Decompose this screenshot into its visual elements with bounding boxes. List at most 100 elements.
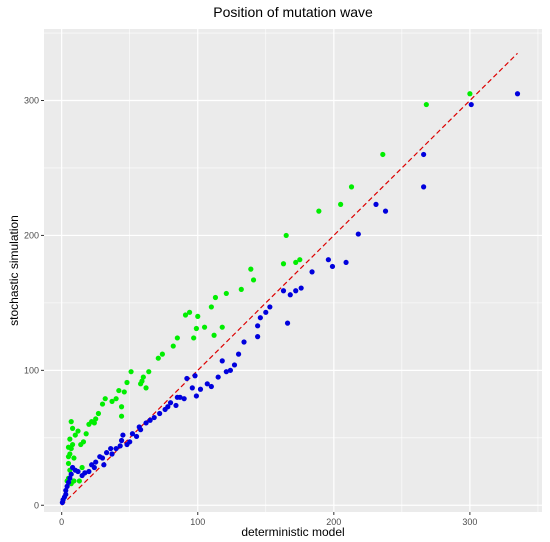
data-point-series-1: [201, 324, 208, 330]
data-point-series-1: [186, 309, 193, 315]
data-point-series-2: [325, 257, 331, 263]
data-point-series-2: [101, 462, 107, 468]
data-point-series-2: [63, 487, 69, 494]
data-point-series-1: [155, 355, 161, 361]
data-point-series-1: [128, 369, 134, 375]
data-point-series-1: [238, 286, 244, 292]
data-point-series-2: [103, 450, 110, 456]
x-tick-label: 0: [59, 517, 64, 527]
data-point-series-2: [157, 410, 163, 417]
y-tick-label: 100: [24, 365, 39, 375]
data-point-series-2: [68, 471, 74, 477]
data-point-series-2: [284, 320, 291, 326]
data-point-series-2: [151, 414, 157, 421]
y-tick-label: 300: [24, 96, 39, 106]
data-point-series-2: [184, 375, 190, 382]
data-point-series-1: [71, 478, 77, 484]
data-point-series-2: [120, 432, 126, 438]
data-point-series-1: [212, 294, 219, 301]
data-point-series-1: [280, 261, 287, 267]
data-point-series-2: [143, 420, 149, 426]
data-point-series-2: [136, 424, 142, 430]
data-point-series-1: [118, 404, 125, 410]
data-point-series-1: [348, 184, 355, 190]
data-point-series-2: [69, 464, 76, 471]
data-point-series-1: [467, 91, 473, 97]
data-point-series-1: [78, 441, 84, 448]
data-point-series-2: [267, 304, 273, 310]
data-point-series-2: [181, 396, 187, 402]
data-point-series-1: [83, 431, 89, 437]
data-point-series-2: [189, 385, 195, 391]
data-point-series-2: [97, 454, 103, 460]
data-point-series-2: [86, 468, 92, 475]
data-point-series-1: [79, 464, 85, 471]
data-point-series-1: [75, 428, 81, 434]
data-point-series-1: [68, 419, 74, 425]
x-axis-label: deterministic model: [241, 525, 344, 539]
data-point-series-2: [108, 445, 114, 452]
data-point-series-1: [95, 410, 102, 417]
data-point-series-2: [421, 151, 427, 158]
data-point-series-2: [329, 263, 336, 270]
data-point-series-2: [64, 483, 70, 489]
data-point-series-2: [219, 358, 225, 364]
data-point-series-1: [338, 201, 344, 207]
data-point-series-1: [102, 396, 108, 402]
data-point-series-1: [159, 351, 165, 357]
data-point-series-2: [355, 231, 361, 237]
data-point-series-2: [118, 437, 125, 444]
data-point-series-2: [257, 315, 263, 321]
data-point-series-1: [139, 378, 145, 384]
data-point-series-2: [255, 323, 261, 329]
x-tick-label: 300: [462, 517, 477, 527]
data-point-series-2: [197, 386, 204, 392]
axis-ticks: 0 100 200 300 0 100 200 300: [24, 96, 477, 527]
data-point-series-1: [143, 385, 149, 391]
data-point-series-2: [382, 208, 389, 214]
data-point-series-2: [162, 406, 168, 413]
data-point-series-2: [241, 339, 247, 345]
data-point-series-1: [124, 379, 130, 386]
data-point-series-2: [91, 464, 97, 471]
data-point-series-1: [195, 313, 201, 319]
data-point-series-1: [193, 325, 199, 332]
data-point-series-2: [298, 285, 304, 291]
data-point-series-1: [67, 436, 73, 442]
data-point-series-1: [146, 369, 152, 375]
data-point-series-1: [219, 324, 225, 330]
data-point-series-1: [65, 460, 72, 467]
data-point-series-2: [343, 259, 349, 266]
data-point-series-1: [65, 454, 72, 460]
data-point-series-1: [118, 413, 125, 419]
data-point-series-2: [124, 441, 130, 448]
data-point-series-1: [68, 445, 74, 452]
data-point-series-2: [235, 351, 242, 357]
data-point-series-1: [248, 266, 254, 272]
data-point-series-1: [113, 396, 119, 402]
data-point-series-1: [293, 259, 299, 266]
data-point-series-2: [231, 362, 238, 368]
data-point-series-2: [147, 417, 153, 423]
data-point-series-2: [109, 451, 115, 457]
data-point-series-1: [91, 420, 97, 426]
data-point-series-2: [373, 201, 379, 207]
data-points: [59, 91, 521, 506]
data-point-series-2: [129, 431, 136, 437]
data-point-series-1: [283, 232, 289, 239]
data-point-series-2: [514, 91, 521, 97]
plot-panel: [44, 29, 542, 512]
data-point-series-2: [223, 369, 229, 375]
data-point-series-2: [227, 367, 234, 373]
data-point-series-1: [182, 312, 189, 318]
data-point-series-2: [59, 499, 65, 506]
data-point-series-1: [191, 335, 197, 341]
data-point-series-1: [71, 455, 77, 461]
data-point-series-1: [109, 398, 115, 404]
data-point-series-1: [174, 335, 180, 341]
data-point-series-1: [208, 304, 214, 310]
data-point-series-1: [316, 208, 322, 214]
data-point-series-2: [421, 184, 427, 190]
grid-lines: [44, 29, 542, 512]
